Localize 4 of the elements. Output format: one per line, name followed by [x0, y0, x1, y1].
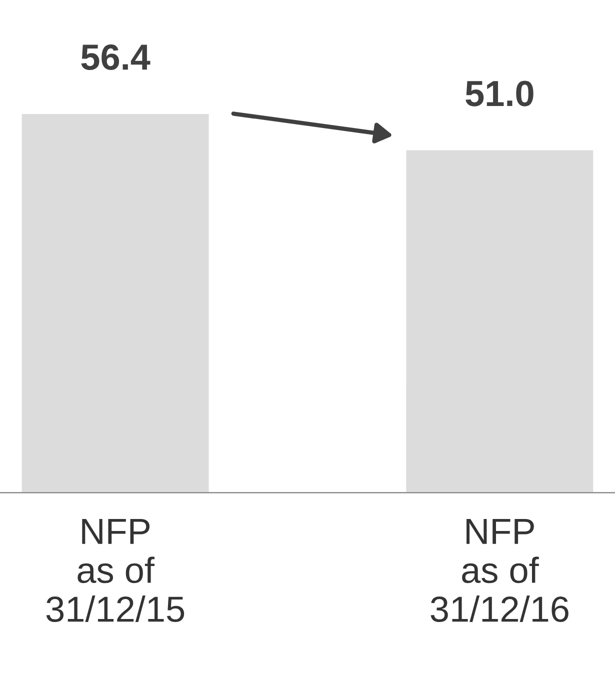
x-tick-label: NFP as of 31/12/16 [430, 519, 568, 622]
data-label: 51.0 [466, 80, 534, 106]
x-tick-label: NFP as of 31/12/15 [46, 519, 184, 622]
data-label: 56.4 [81, 44, 150, 70]
